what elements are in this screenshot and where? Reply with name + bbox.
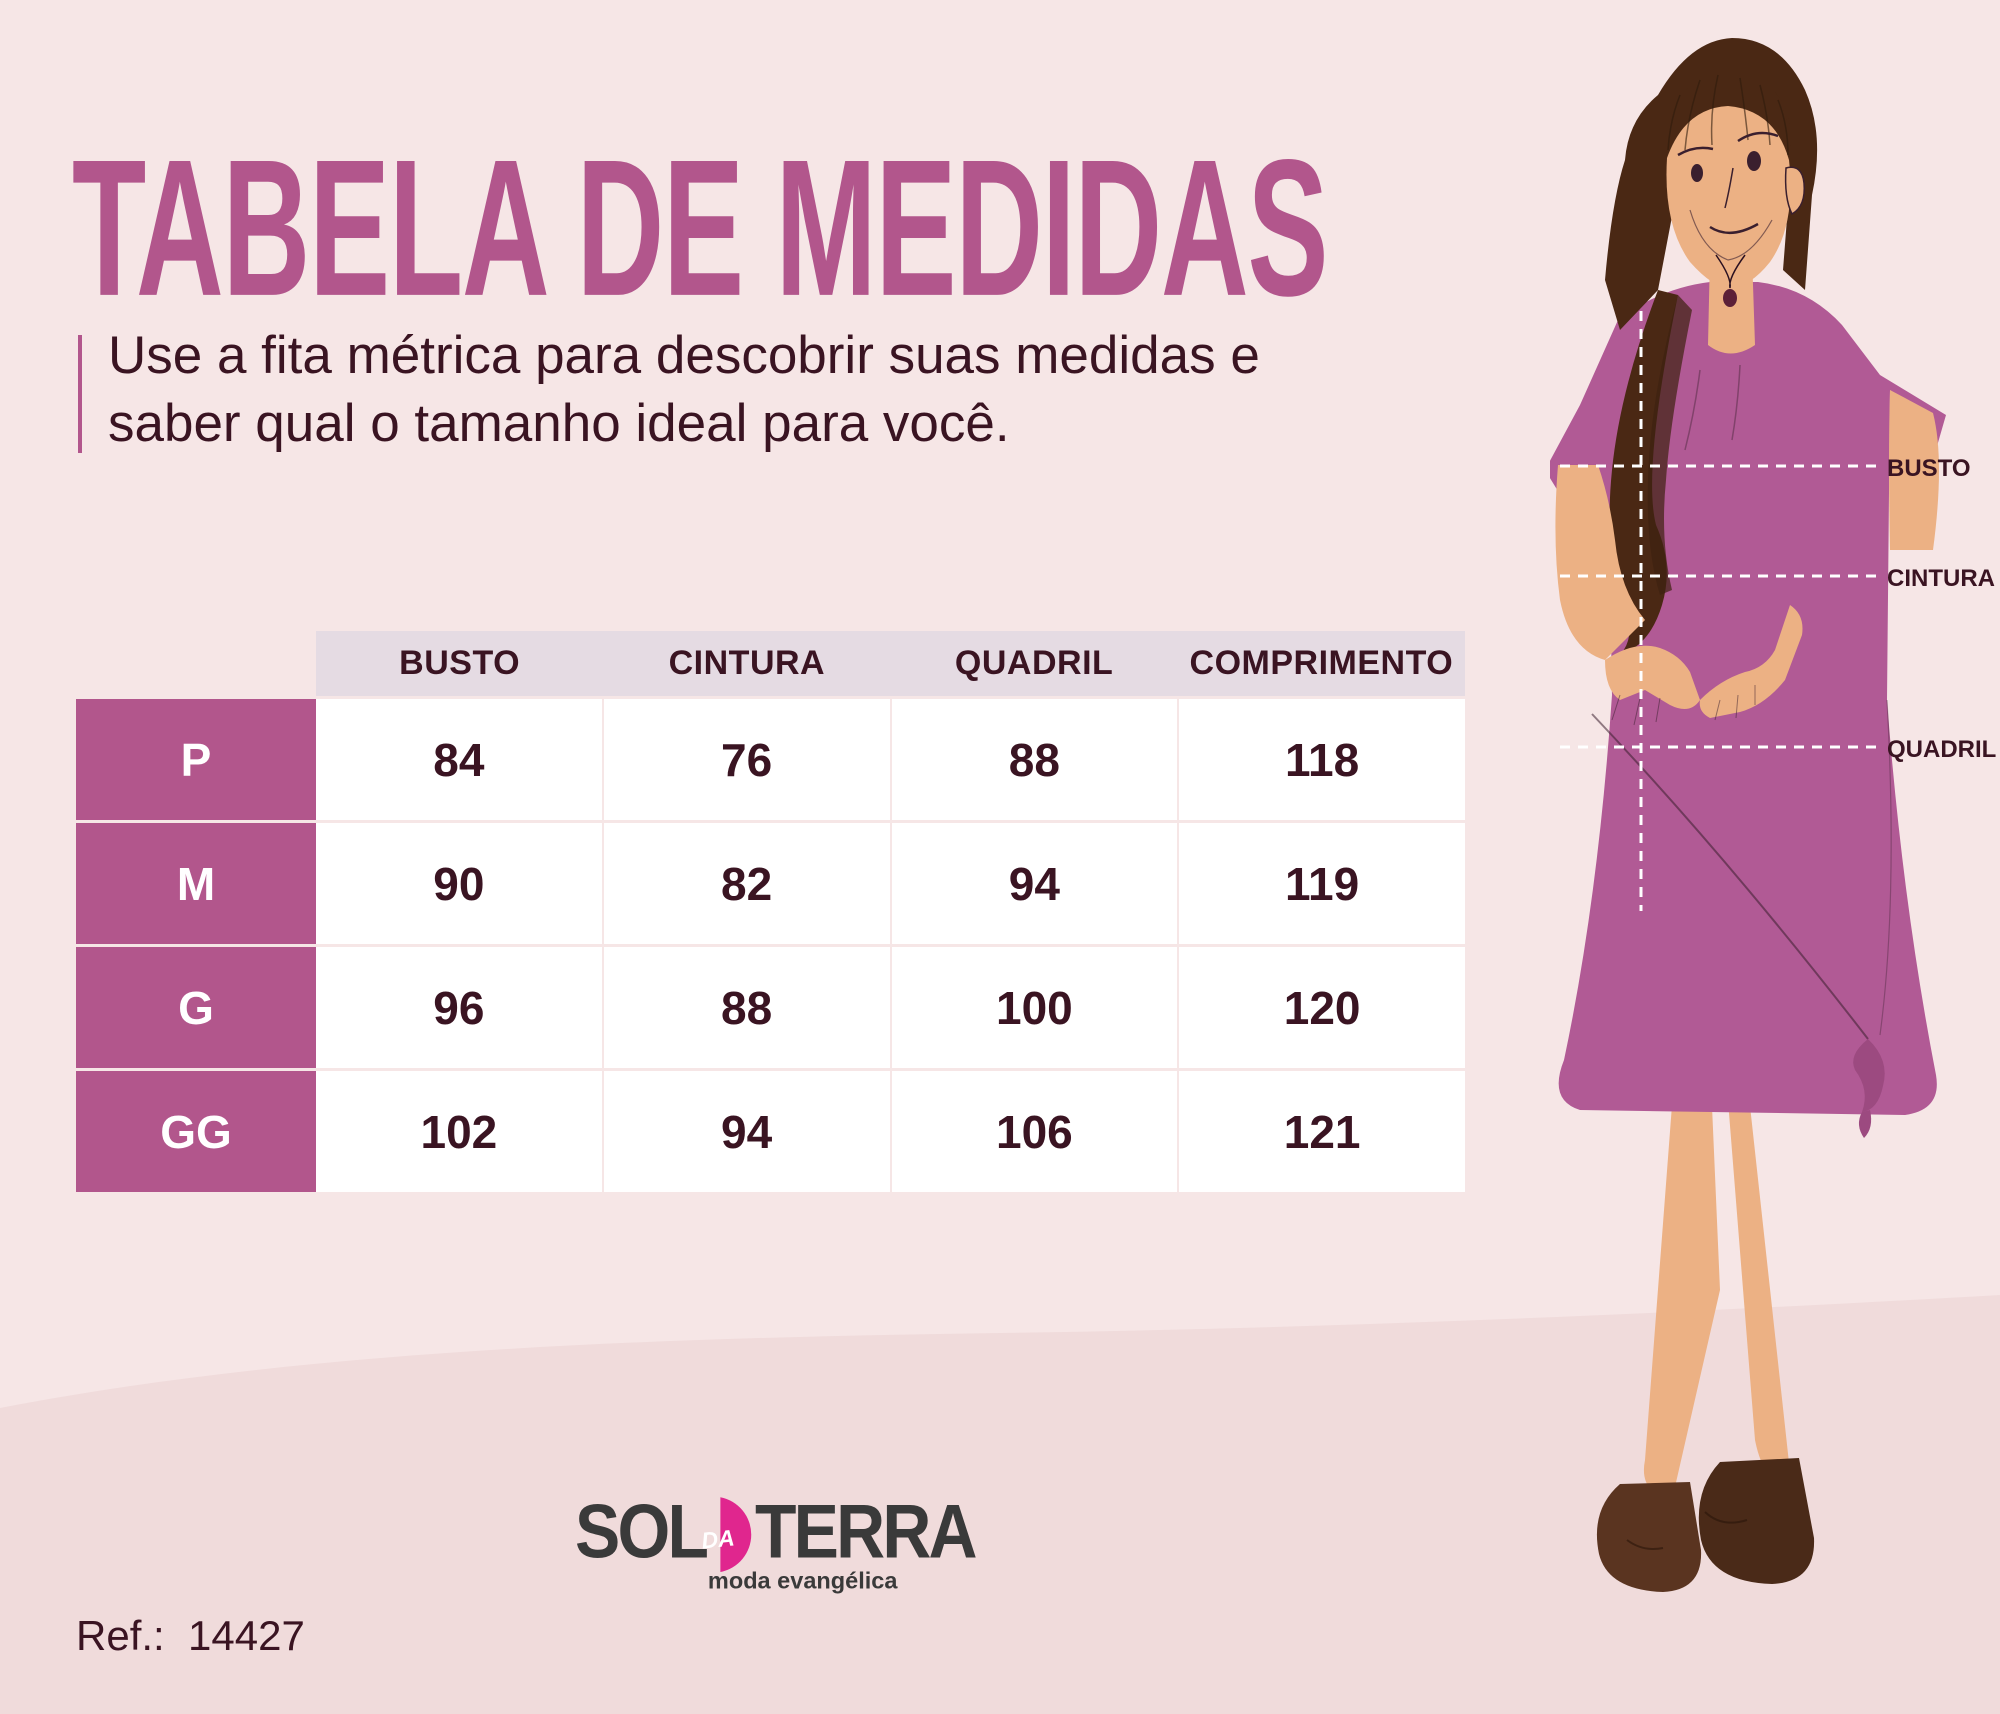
svg-text:TERRA: TERRA <box>755 1490 977 1574</box>
svg-text:QUADRIL: QUADRIL <box>1887 736 1996 763</box>
svg-text:SOL: SOL <box>575 1490 707 1574</box>
svg-text:BUSTO: BUSTO <box>1887 455 1971 482</box>
svg-text:DA: DA <box>700 1524 736 1553</box>
svg-text:CINTURA: CINTURA <box>1887 565 1995 592</box>
svg-text:moda evangélica: moda evangélica <box>708 1568 898 1594</box>
